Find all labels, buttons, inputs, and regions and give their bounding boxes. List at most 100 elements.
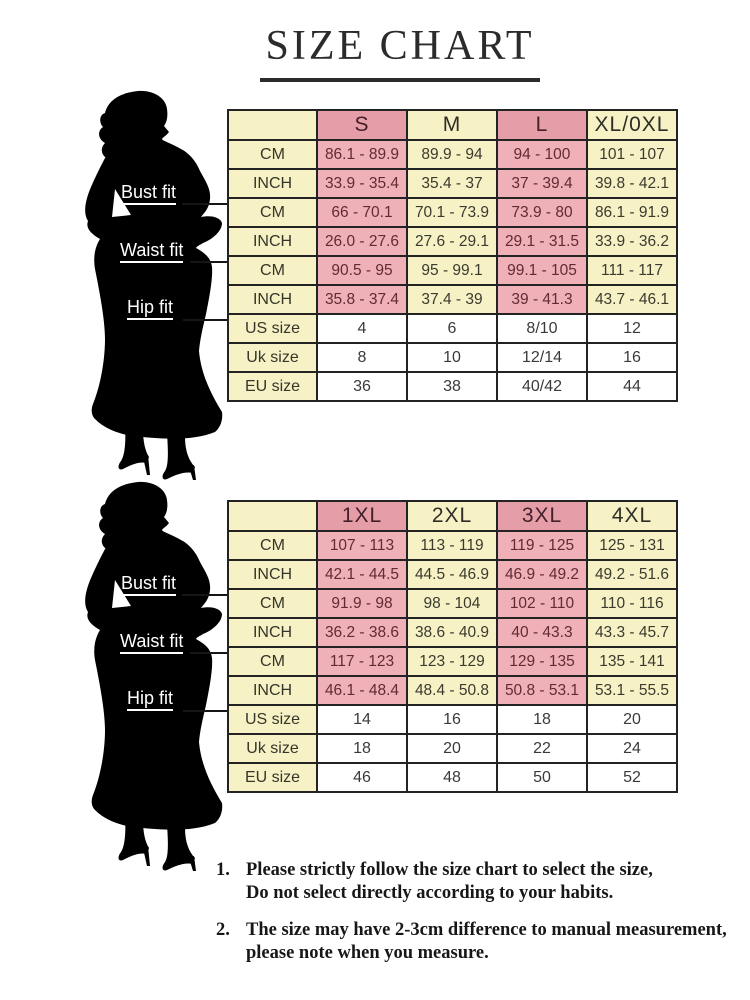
value-cell: 26.0 - 27.6 <box>316 226 408 257</box>
value-cell: 99.1 - 105 <box>496 255 588 286</box>
row-label: CM <box>227 588 318 619</box>
value-cell: 8 <box>316 342 408 373</box>
value-cell: 18 <box>496 704 588 735</box>
hip-fit-label: Hip fit <box>127 298 174 320</box>
table-row: INCH 36.2 - 38.6 38.6 - 40.9 40 - 43.3 43.3 … <box>227 617 678 648</box>
value-cell: 40/42 <box>496 371 588 402</box>
value-cell: 4 <box>316 313 408 344</box>
table-row: EU size 46 48 50 52 <box>227 762 678 793</box>
value-cell: 20 <box>406 733 498 764</box>
note-line: please note when you measure. <box>246 942 489 963</box>
value-cell: 73.9 - 80 <box>496 197 588 228</box>
value-cell: 50 <box>496 762 588 793</box>
value-cell: 29.1 - 31.5 <box>496 226 588 257</box>
table-row: CM 117 - 123 123 - 129 129 - 135 135 - 141 <box>227 646 678 677</box>
row-label: Uk size <box>227 733 318 764</box>
value-cell: 44.5 - 46.9 <box>406 559 498 590</box>
column-header-2XL: 2XL <box>406 500 498 532</box>
value-cell: 14 <box>316 704 408 735</box>
value-cell: 12/14 <box>496 342 588 373</box>
note-line: Please strictly follow the size chart to… <box>246 860 653 880</box>
value-cell: 16 <box>406 704 498 735</box>
value-cell: 123 - 129 <box>406 646 498 677</box>
note-item: 2. The size may have 2-3cm difference to… <box>216 919 741 964</box>
value-cell: 16 <box>586 342 678 373</box>
value-cell: 50.8 - 53.1 <box>496 675 588 706</box>
corner-cell <box>227 109 318 141</box>
value-cell: 49.2 - 51.6 <box>586 559 678 590</box>
value-cell: 43.7 - 46.1 <box>586 284 678 315</box>
value-cell: 66 - 70.1 <box>316 197 408 228</box>
value-cell: 46.9 - 49.2 <box>496 559 588 590</box>
note-item: 1. Please strictly follow the size chart… <box>216 859 741 904</box>
value-cell: 35.8 - 37.4 <box>316 284 408 315</box>
value-cell: 89.9 - 94 <box>406 139 498 170</box>
bust-fit-line <box>182 594 228 596</box>
row-label: INCH <box>227 617 318 648</box>
value-cell: 12 <box>586 313 678 344</box>
table-row: INCH 35.8 - 37.4 37.4 - 39 39 - 41.3 43.7 - … <box>227 284 678 315</box>
value-cell: 125 - 131 <box>586 530 678 561</box>
table-header-row: S M L XL/0XL <box>227 109 678 141</box>
value-cell: 98 - 104 <box>406 588 498 619</box>
column-header-1XL: 1XL <box>316 500 408 532</box>
table-row: US size 14 16 18 20 <box>227 704 678 735</box>
row-label: CM <box>227 255 318 286</box>
value-cell: 110 - 116 <box>586 588 678 619</box>
value-cell: 6 <box>406 313 498 344</box>
page-title: SIZE CHART <box>259 22 541 82</box>
value-cell: 33.9 - 35.4 <box>316 168 408 199</box>
waist-fit-label: Waist fit <box>120 632 184 654</box>
value-cell: 101 - 107 <box>586 139 678 170</box>
row-label: INCH <box>227 675 318 706</box>
value-cell: 35.4 - 37 <box>406 168 498 199</box>
table-row: Uk size 8 10 12/14 16 <box>227 342 678 373</box>
table-row: CM 86.1 - 89.9 89.9 - 94 94 - 100 101 - 107 <box>227 139 678 170</box>
column-header-4XL: 4XL <box>586 500 678 532</box>
table-row: INCH 26.0 - 27.6 27.6 - 29.1 29.1 - 31.5 33.… <box>227 226 678 257</box>
value-cell: 86.1 - 89.9 <box>316 139 408 170</box>
value-cell: 20 <box>586 704 678 735</box>
table-row: CM 66 - 70.1 70.1 - 73.9 73.9 - 80 86.1 - 91… <box>227 197 678 228</box>
value-cell: 107 - 113 <box>316 530 408 561</box>
value-cell: 27.6 - 29.1 <box>406 226 498 257</box>
row-label: CM <box>227 530 318 561</box>
value-cell: 37 - 39.4 <box>496 168 588 199</box>
table-row: CM 91.9 - 98 98 - 104 102 - 110 110 - 116 <box>227 588 678 619</box>
value-cell: 119 - 125 <box>496 530 588 561</box>
value-cell: 53.1 - 55.5 <box>586 675 678 706</box>
value-cell: 46.1 - 48.4 <box>316 675 408 706</box>
value-cell: 40 - 43.3 <box>496 617 588 648</box>
value-cell: 70.1 - 73.9 <box>406 197 498 228</box>
note-text: The size may have 2-3cm difference to ma… <box>246 919 741 964</box>
table-row: CM 90.5 - 95 95 - 99.1 99.1 - 105 111 - 117 <box>227 255 678 286</box>
value-cell: 48 <box>406 762 498 793</box>
value-cell: 129 - 135 <box>496 646 588 677</box>
column-header-M: M <box>406 109 498 141</box>
column-header-3XL: 3XL <box>496 500 588 532</box>
value-cell: 22 <box>496 733 588 764</box>
value-cell: 38 <box>406 371 498 402</box>
value-cell: 38.6 - 40.9 <box>406 617 498 648</box>
value-cell: 90.5 - 95 <box>316 255 408 286</box>
row-label: INCH <box>227 168 318 199</box>
value-cell: 113 - 119 <box>406 530 498 561</box>
note-text: Please strictly follow the size chart to… <box>246 859 741 904</box>
value-cell: 48.4 - 50.8 <box>406 675 498 706</box>
value-cell: 36.2 - 38.6 <box>316 617 408 648</box>
value-cell: 86.1 - 91.9 <box>586 197 678 228</box>
row-label: US size <box>227 313 318 344</box>
value-cell: 117 - 123 <box>316 646 408 677</box>
row-label: INCH <box>227 284 318 315</box>
row-label: EU size <box>227 762 318 793</box>
value-cell: 94 - 100 <box>496 139 588 170</box>
table-row: INCH 33.9 - 35.4 35.4 - 37 37 - 39.4 39.8 - … <box>227 168 678 199</box>
size-section-plus: Bust fit Waist fit Hip fit 1XL 2XL 3XL 4XL C… <box>0 474 750 874</box>
hip-fit-line <box>183 319 228 321</box>
size-table-plus: 1XL 2XL 3XL 4XL CM 107 - 113 113 - 119 119 - 12… <box>227 500 678 793</box>
woman-silhouette-icon <box>63 480 235 872</box>
note-number: 1. <box>216 860 230 880</box>
hip-fit-line <box>183 710 228 712</box>
bust-fit-label: Bust fit <box>121 183 177 205</box>
table-row: INCH 46.1 - 48.4 48.4 - 50.8 50.8 - 53.1 53.… <box>227 675 678 706</box>
